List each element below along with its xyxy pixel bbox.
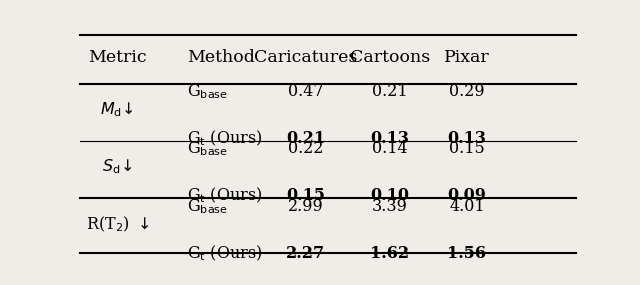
Text: 0.15: 0.15 — [286, 187, 325, 204]
Text: Pixar: Pixar — [444, 49, 490, 66]
Text: 3.39: 3.39 — [372, 198, 408, 215]
Text: G$_{\mathrm{t}}$ (Ours): G$_{\mathrm{t}}$ (Ours) — [187, 186, 262, 205]
Text: 0.10: 0.10 — [371, 187, 410, 204]
Text: $M_{\mathrm{d}}\!\downarrow$: $M_{\mathrm{d}}\!\downarrow$ — [100, 100, 134, 119]
Text: G$_{\mathrm{base}}$: G$_{\mathrm{base}}$ — [187, 197, 228, 216]
Text: 0.21: 0.21 — [286, 130, 325, 147]
Text: 1.62: 1.62 — [371, 245, 410, 262]
Text: 0.29: 0.29 — [449, 83, 484, 100]
Text: 0.21: 0.21 — [372, 83, 408, 100]
Text: 4.01: 4.01 — [449, 198, 484, 215]
Text: $S_{\mathrm{d}}\!\downarrow$: $S_{\mathrm{d}}\!\downarrow$ — [102, 157, 132, 176]
Text: Caricatures: Caricatures — [254, 49, 357, 66]
Text: Method: Method — [187, 49, 255, 66]
Text: 0.22: 0.22 — [288, 140, 323, 157]
Text: 0.09: 0.09 — [447, 187, 486, 204]
Text: 0.13: 0.13 — [447, 130, 486, 147]
Text: Metric: Metric — [88, 49, 147, 66]
Text: 0.14: 0.14 — [372, 140, 408, 157]
Text: 2.99: 2.99 — [288, 198, 324, 215]
Text: G$_{\mathrm{t}}$ (Ours): G$_{\mathrm{t}}$ (Ours) — [187, 129, 262, 148]
Text: G$_{\mathrm{base}}$: G$_{\mathrm{base}}$ — [187, 82, 228, 101]
Text: G$_{\mathrm{base}}$: G$_{\mathrm{base}}$ — [187, 139, 228, 158]
Text: R(T$_{2}$) $\downarrow$: R(T$_{2}$) $\downarrow$ — [86, 215, 149, 234]
Text: 0.13: 0.13 — [371, 130, 410, 147]
Text: 0.47: 0.47 — [288, 83, 323, 100]
Text: 1.56: 1.56 — [447, 245, 486, 262]
Text: 0.15: 0.15 — [449, 140, 484, 157]
Text: G$_{\mathrm{t}}$ (Ours): G$_{\mathrm{t}}$ (Ours) — [187, 244, 262, 263]
Text: 2.27: 2.27 — [286, 245, 325, 262]
Text: Cartoons: Cartoons — [350, 49, 430, 66]
